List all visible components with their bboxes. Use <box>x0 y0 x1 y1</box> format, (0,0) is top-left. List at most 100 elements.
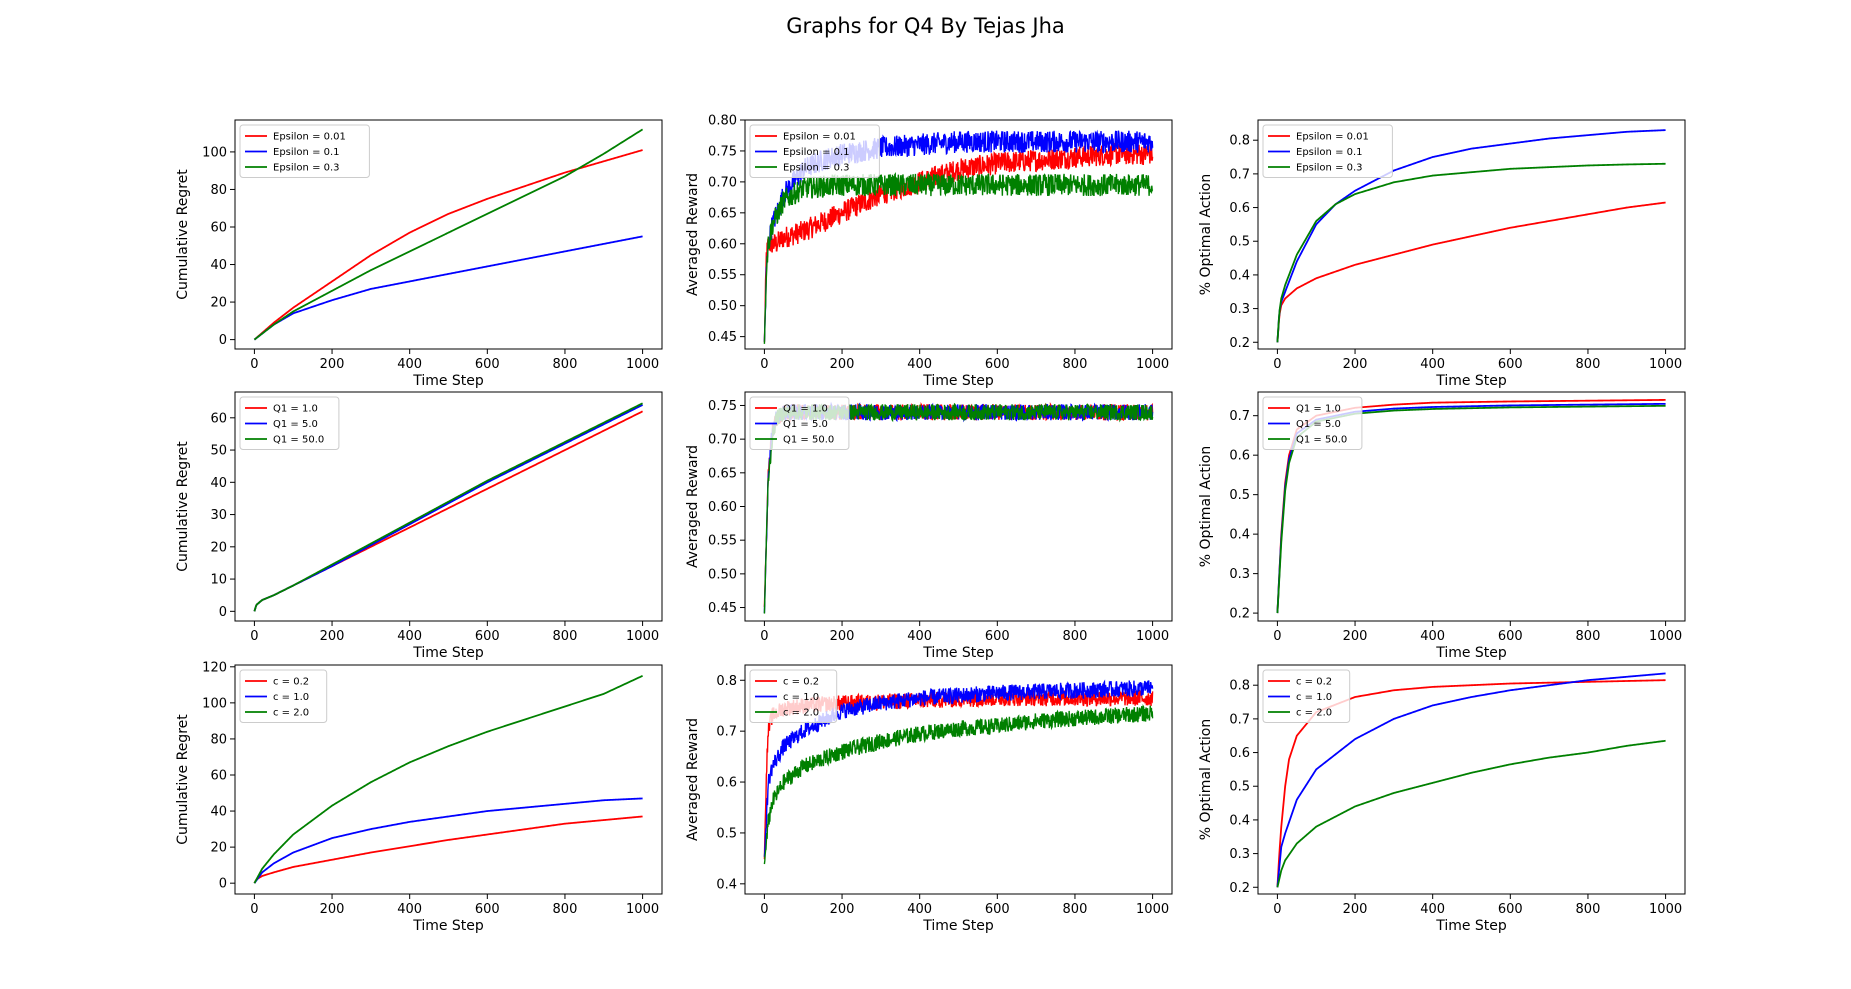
legend: c = 0.2 c = 1.0 c = 2.0 <box>1262 669 1351 723</box>
x-tick-label: 800 <box>553 902 578 917</box>
x-tick-label: 600 <box>475 629 500 644</box>
y-axis-label: Averaged Reward <box>685 718 701 841</box>
y-tick-label: 100 <box>202 696 227 711</box>
y-axis-label: % Optimal Action <box>1198 174 1214 295</box>
legend: Epsilon = 0.01 Epsilon = 0.1 Epsilon = 0.3 <box>1262 124 1393 178</box>
legend-entry: Q1 = 5.0 <box>1296 419 1341 430</box>
subplot-r1c1: 0 200 400 600 800 1000 0 20 40 60 80 100 Time Step Cu… <box>175 119 663 389</box>
x-tick-label: 1000 <box>1649 629 1682 644</box>
series-line-1 <box>253 149 643 341</box>
legend: Q1 = 1.0 Q1 = 5.0 Q1 = 50.0 <box>239 396 340 450</box>
y-tick-label: 0.50 <box>708 567 737 582</box>
subplot-r2c3: 0 200 400 600 800 1000 0.2 0.3 0.4 0.5 0.6 0.7 Time … <box>1198 391 1686 661</box>
y-tick-label: 10 <box>210 573 227 588</box>
x-tick-label: 200 <box>1343 902 1368 917</box>
y-tick-label: 20 <box>210 540 227 555</box>
x-tick-label: 800 <box>1063 357 1088 372</box>
y-tick-label: 0.2 <box>1229 336 1250 351</box>
axes-frame <box>744 119 1173 350</box>
x-tick-label: 800 <box>553 357 578 372</box>
y-tick-label: 0.50 <box>708 299 737 314</box>
y-tick-label: 0.6 <box>1229 449 1250 464</box>
series-line-2 <box>253 235 643 341</box>
x-tick-label: 1000 <box>626 629 659 644</box>
y-tick-label: 0.4 <box>1229 528 1250 543</box>
series-line-3 <box>253 402 643 612</box>
x-tick-label: 0 <box>250 902 258 917</box>
y-axis-label: Cumulative Regret <box>175 441 191 572</box>
subplot-r3c1: 0 200 400 600 800 1000 0 20 40 60 80 100 120 Time Ste… <box>175 660 663 934</box>
y-tick-label: 0.7 <box>1229 712 1250 727</box>
x-tick-label: 400 <box>1420 902 1445 917</box>
x-tick-label: 0 <box>760 902 768 917</box>
y-tick-label: 0.75 <box>708 144 737 159</box>
x-tick-label: 200 <box>1343 357 1368 372</box>
y-tick-label: 0.5 <box>1229 488 1250 503</box>
legend-entry: Q1 = 5.0 <box>783 419 828 430</box>
subplot-r1c3: 0 200 400 600 800 1000 0.2 0.3 0.4 0.5 0.6 0.7 0.8 Ti… <box>1198 119 1686 389</box>
legend-entry: c = 1.0 <box>1296 692 1332 703</box>
legend: Q1 = 1.0 Q1 = 5.0 Q1 = 50.0 <box>1262 396 1363 450</box>
y-tick-label: 0.8 <box>1229 679 1250 694</box>
legend-entry: c = 2.0 <box>783 708 819 719</box>
legend-entry: c = 1.0 <box>783 692 819 703</box>
x-tick-label: 600 <box>475 357 500 372</box>
x-tick-label: 600 <box>985 902 1010 917</box>
x-axis-label: Time Step <box>412 645 484 661</box>
legend: Epsilon = 0.01 Epsilon = 0.1 Epsilon = 0.3 <box>239 124 370 178</box>
x-tick-label: 1000 <box>1136 629 1169 644</box>
y-axis-label: Cumulative Regret <box>175 714 191 845</box>
y-tick-label: 20 <box>210 841 227 856</box>
legend: Epsilon = 0.01 Epsilon = 0.1 Epsilon = 0.3 <box>749 124 880 178</box>
x-tick-label: 200 <box>830 902 855 917</box>
x-tick-label: 400 <box>397 629 422 644</box>
legend-entry: Q1 = 5.0 <box>273 419 318 430</box>
legend-entry: Q1 = 1.0 <box>273 404 318 415</box>
legend-entry: Epsilon = 0.3 <box>1296 163 1363 174</box>
x-tick-label: 1000 <box>1136 357 1169 372</box>
y-tick-label: 0.65 <box>708 206 737 221</box>
figure-title: Graphs for Q4 By Tejas Jha <box>786 14 1065 38</box>
legend: Q1 = 1.0 Q1 = 5.0 Q1 = 50.0 <box>749 396 850 450</box>
y-tick-label: 0.8 <box>1229 134 1250 149</box>
y-tick-label: 0 <box>219 333 227 348</box>
series-line-2 <box>1276 672 1666 888</box>
y-tick-label: 0.70 <box>708 433 737 448</box>
legend-entry: c = 2.0 <box>1296 708 1332 719</box>
y-tick-label: 0.3 <box>1229 302 1250 317</box>
x-tick-label: 0 <box>250 629 258 644</box>
x-tick-label: 400 <box>1420 629 1445 644</box>
x-tick-label: 0 <box>250 357 258 372</box>
legend-entry: Epsilon = 0.1 <box>1296 147 1363 158</box>
legend-entry: c = 0.2 <box>273 677 309 688</box>
y-tick-label: 0.2 <box>1229 607 1250 622</box>
y-tick-label: 60 <box>210 768 227 783</box>
x-tick-label: 800 <box>1063 629 1088 644</box>
y-tick-label: 0.7 <box>1229 167 1250 182</box>
y-tick-label: 0.5 <box>1229 780 1250 795</box>
subplot-r2c2: 0 200 400 600 800 1000 0.45 0.50 0.55 0.60 0.65 0.7… <box>685 391 1173 661</box>
y-tick-label: 0.4 <box>716 877 737 892</box>
y-tick-label: 0.6 <box>1229 201 1250 216</box>
x-tick-label: 600 <box>985 357 1010 372</box>
legend-entry: c = 2.0 <box>273 708 309 719</box>
x-tick-label: 400 <box>397 902 422 917</box>
x-tick-label: 0 <box>760 357 768 372</box>
y-tick-label: 0.7 <box>1229 409 1250 424</box>
axes-frame <box>234 664 663 895</box>
y-tick-label: 0.70 <box>708 175 737 190</box>
y-tick-label: 0.55 <box>708 534 737 549</box>
series-line-3 <box>253 128 644 341</box>
x-tick-label: 1000 <box>626 357 659 372</box>
x-tick-label: 600 <box>1498 902 1523 917</box>
x-axis-label: Time Step <box>412 918 484 934</box>
x-tick-label: 1000 <box>1649 357 1682 372</box>
y-tick-label: 0.4 <box>1229 268 1250 283</box>
x-tick-label: 0 <box>1273 629 1281 644</box>
legend-entry: Epsilon = 0.01 <box>783 132 856 143</box>
y-axis-label: % Optimal Action <box>1198 719 1214 840</box>
x-tick-label: 0 <box>1273 357 1281 372</box>
y-tick-label: 0.4 <box>1229 813 1250 828</box>
y-tick-label: 40 <box>210 476 227 491</box>
x-tick-label: 1000 <box>1136 902 1169 917</box>
